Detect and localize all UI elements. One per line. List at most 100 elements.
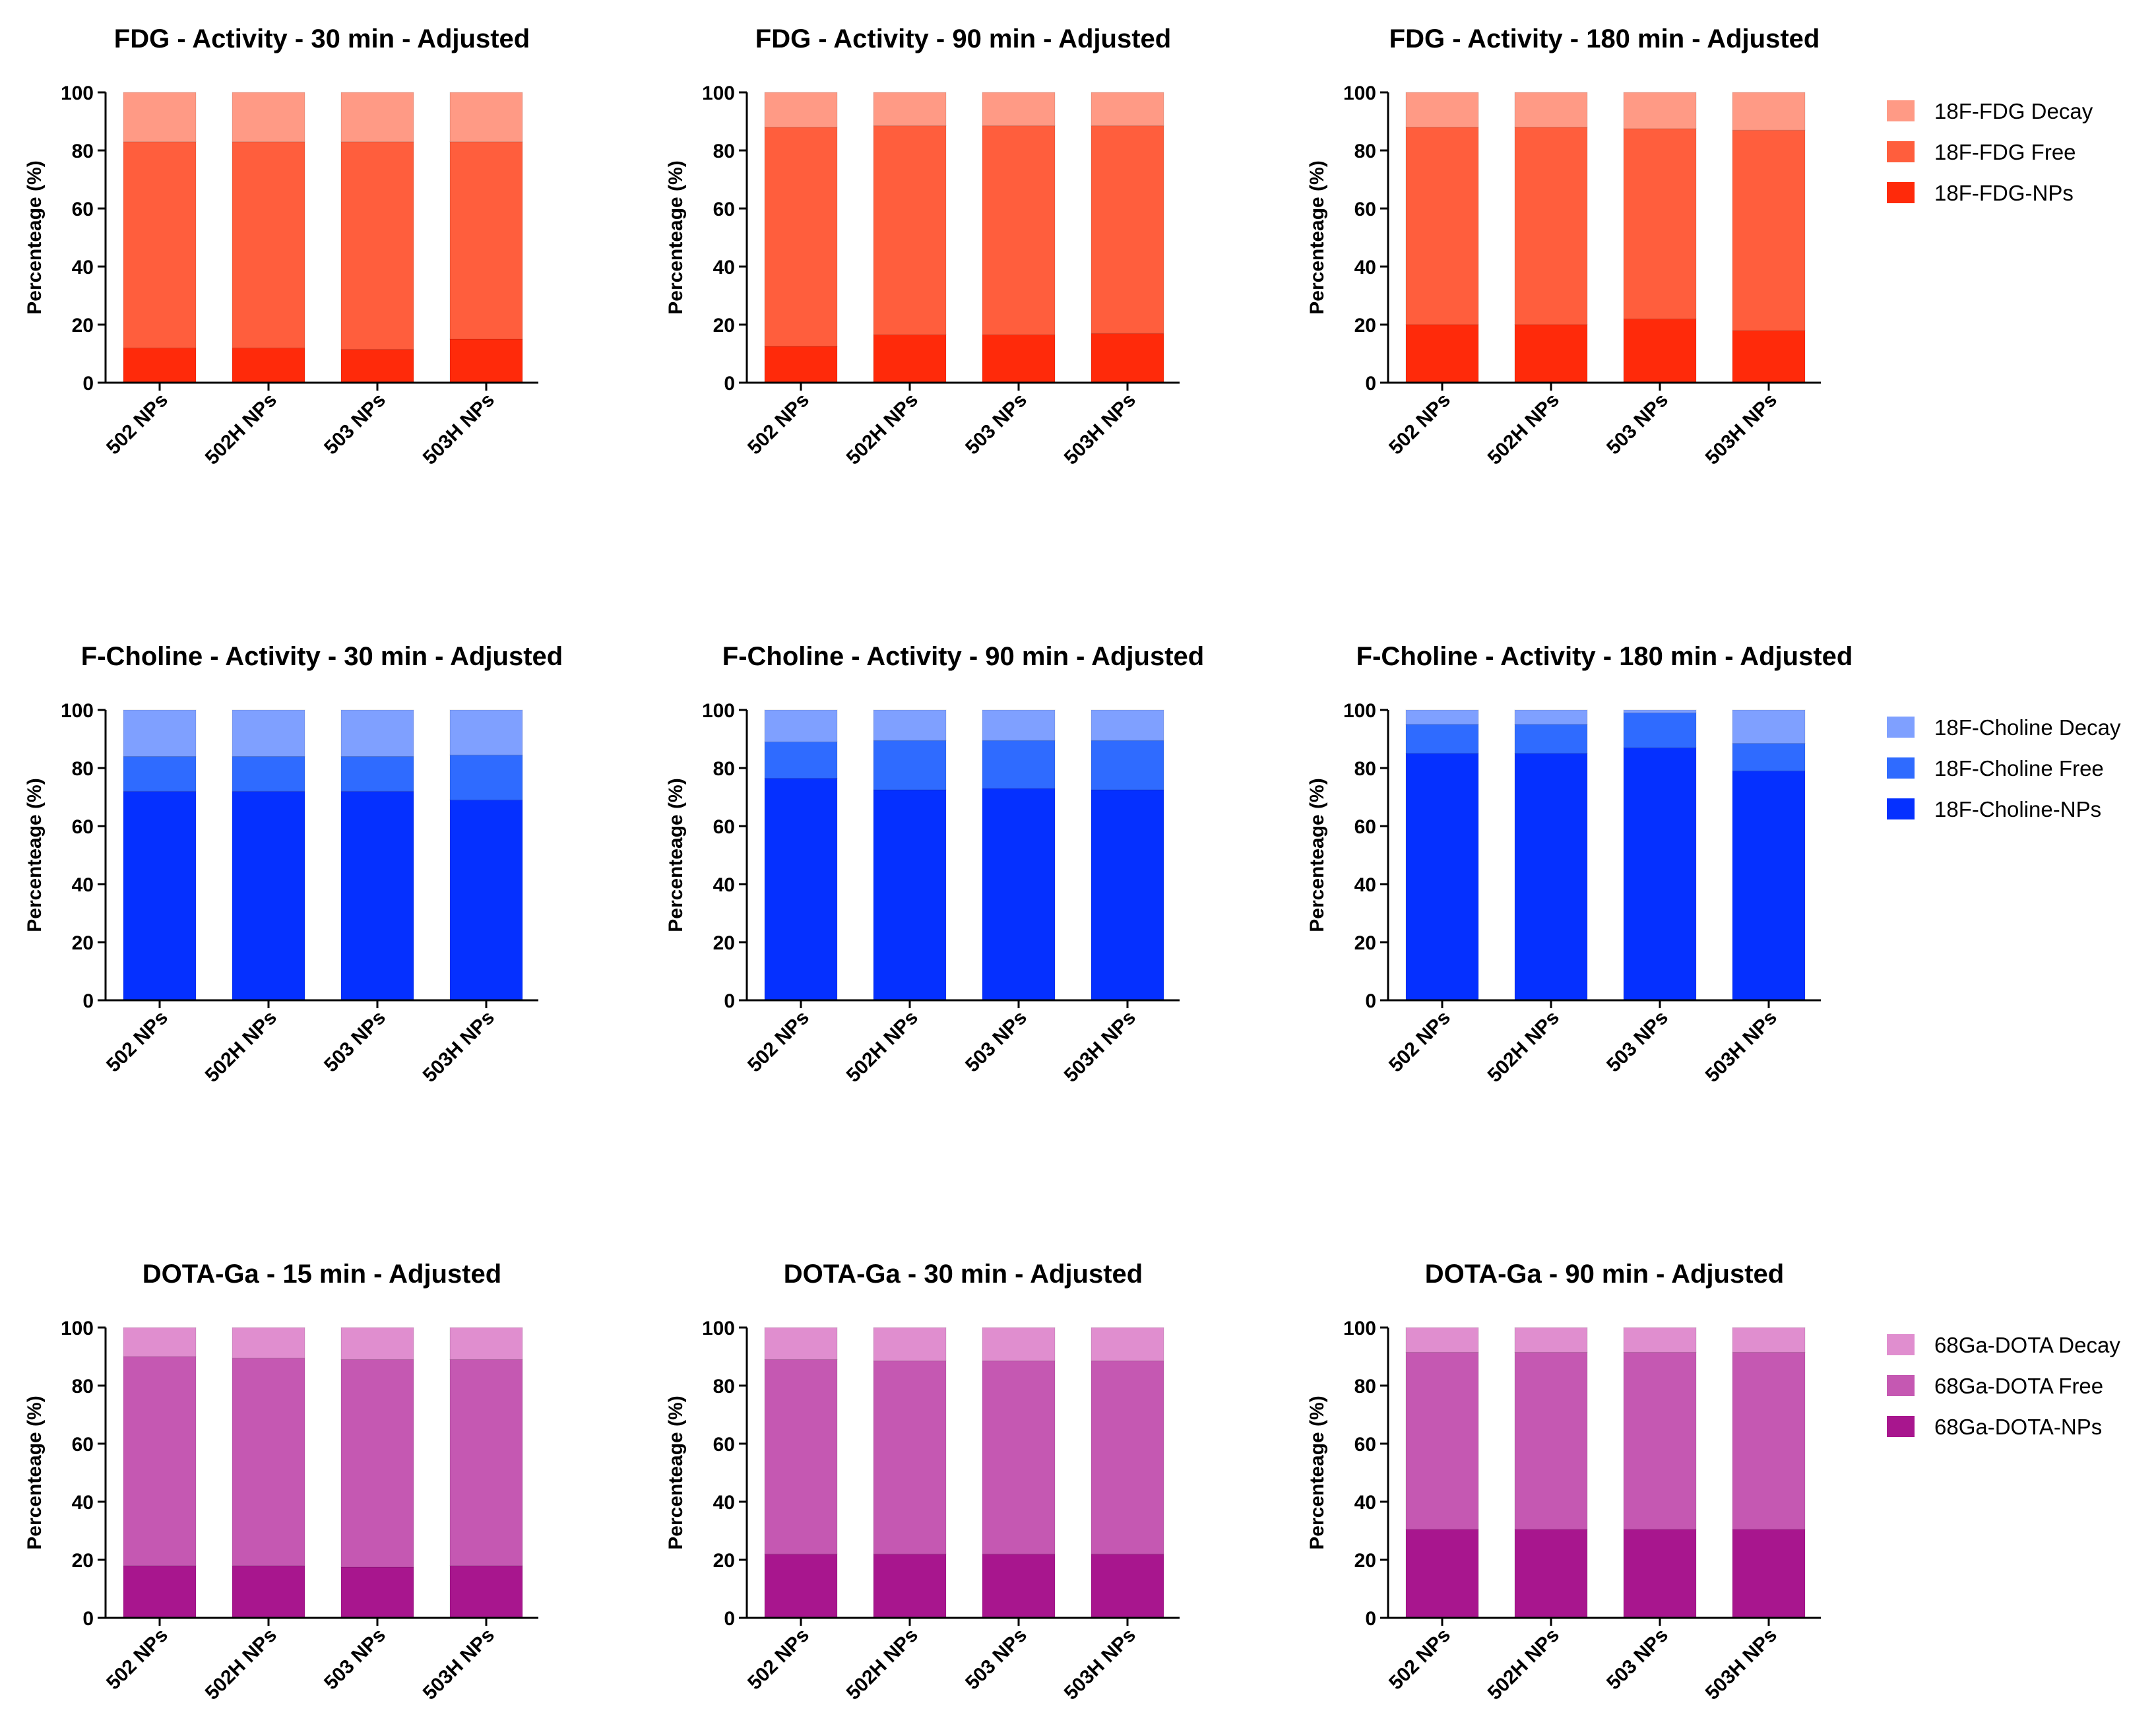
legend-label: 18F-FDG Free: [1934, 140, 2076, 164]
bar-segment-68ga-dota-nps: [123, 1565, 197, 1619]
bar-segment-18f-choline-decay: [340, 709, 414, 757]
bar-segment-68ga-dota-nps: [1405, 1529, 1479, 1619]
legend-label: 18F-Choline Decay: [1934, 715, 2121, 740]
bar-segment-18f-choline-nps: [1091, 789, 1164, 1001]
y-tick-label: 40: [713, 874, 735, 896]
panel-choline-90: F-Choline - Activity - 90 min - Adjusted…: [665, 642, 1204, 1087]
y-tick-label: 100: [61, 82, 94, 104]
bar-segment-18f-fdg-nps: [232, 347, 305, 383]
y-tick-label: 20: [713, 315, 735, 337]
bar-segment-18f-choline-free: [340, 755, 414, 792]
bar-segment-68ga-dota-free: [1732, 1351, 1806, 1530]
bar-segment-18f-fdg-nps: [123, 347, 197, 383]
bar-segment-18f-choline-decay: [1514, 709, 1588, 725]
bar-segment-18f-fdg-nps: [340, 348, 414, 383]
bar-segment-18f-fdg-decay: [449, 92, 523, 143]
y-tick-label: 80: [1354, 758, 1376, 780]
y-tick-label: 80: [72, 758, 94, 780]
bar-segment-68ga-dota-decay: [1623, 1327, 1697, 1353]
bar-segment-68ga-dota-free: [1514, 1351, 1588, 1530]
legend-swatch: [1887, 717, 1915, 738]
y-tick-label: 20: [713, 932, 735, 954]
y-tick-label: 100: [1343, 82, 1376, 104]
bar-segment-68ga-dota-free: [123, 1356, 197, 1566]
legend-dota: 68Ga-DOTA Decay 68Ga-DOTA Free 68Ga-DOTA-N…: [1887, 1333, 2120, 1439]
y-tick-label: 60: [1354, 1434, 1376, 1456]
bar-segment-18f-fdg-decay: [1732, 92, 1806, 131]
y-tick-label: 0: [724, 990, 735, 1012]
x-tick-label: 502 NPs: [1385, 1624, 1455, 1694]
bar-segment-18f-choline-free: [873, 740, 947, 790]
bar-segment-18f-fdg-decay: [232, 92, 305, 143]
bar-segment-68ga-dota-decay: [449, 1327, 523, 1360]
bar-segment-18f-fdg-free: [764, 127, 838, 347]
bar-segment-18f-fdg-free: [123, 141, 197, 348]
chart-title: F-Choline - Activity - 90 min - Adjusted: [722, 642, 1204, 671]
legend-label: 18F-Choline-NPs: [1934, 797, 2101, 821]
bar-segment-68ga-dota-free: [1405, 1351, 1479, 1530]
bar-segment-68ga-dota-free: [1623, 1351, 1697, 1530]
bar-segment-68ga-dota-nps: [764, 1553, 838, 1619]
x-tick-label: 503H NPs: [1060, 389, 1140, 469]
y-tick-label: 40: [713, 257, 735, 278]
y-tick-label: 20: [72, 932, 94, 954]
panel-dota-15: DOTA-Ga - 15 min - Adjusted 502 NPs 502H N…: [24, 1260, 538, 1704]
y-tick-label: 0: [724, 373, 735, 395]
y-tick-label: 0: [82, 990, 94, 1012]
legend-choline: 18F-Choline Decay 18F-Choline Free 18F-Cho…: [1887, 715, 2121, 821]
x-tick-label: 503 NPs: [1602, 1007, 1672, 1077]
bar-segment-18f-fdg-free: [340, 141, 414, 350]
y-tick-label: 80: [72, 141, 94, 162]
legend-fdg: 18F-FDG Decay 18F-FDG Free 18F-FDG-NPs: [1887, 99, 2093, 205]
bar-segment-18f-fdg-decay: [982, 92, 1056, 127]
bar-segment-18f-fdg-nps: [1732, 330, 1806, 383]
y-axis-label: Percenteage (%): [24, 1395, 46, 1549]
bar-segment-18f-choline-nps: [764, 777, 838, 1001]
bar-segment-68ga-dota-decay: [764, 1327, 838, 1360]
bar-segment-18f-choline-nps: [982, 788, 1056, 1001]
bar-segment-18f-choline-nps: [1623, 747, 1697, 1001]
bar-segment-18f-choline-decay: [873, 709, 947, 741]
chart-title: F-Choline - Activity - 180 min - Adjuste…: [1356, 642, 1853, 671]
y-tick-label: 100: [1343, 1318, 1376, 1339]
bar-segment-18f-choline-decay: [123, 709, 197, 757]
x-tick-label: 503 NPs: [320, 389, 390, 459]
bar-segment-18f-fdg-nps: [1623, 318, 1697, 383]
y-axis-label: Percenteage (%): [665, 1395, 687, 1549]
y-tick-label: 100: [702, 1318, 735, 1339]
x-tick-label: 503 NPs: [961, 389, 1031, 459]
chart-title: DOTA-Ga - 15 min - Adjusted: [143, 1260, 501, 1289]
bar-segment-18f-choline-decay: [1732, 709, 1806, 744]
x-tick-label: 502H NPs: [201, 389, 281, 469]
panel-choline-30: F-Choline - Activity - 30 min - Adjusted…: [24, 642, 563, 1087]
y-tick-label: 40: [1354, 257, 1376, 278]
bar-segment-18f-choline-free: [449, 754, 523, 800]
x-tick-label: 502H NPs: [842, 389, 922, 469]
x-tick-label: 503 NPs: [320, 1007, 390, 1077]
y-tick-label: 60: [1354, 816, 1376, 838]
y-tick-label: 80: [72, 1376, 94, 1397]
bar-segment-18f-fdg-free: [982, 125, 1056, 335]
bar-segment-68ga-dota-decay: [873, 1327, 947, 1362]
legend-label: 68Ga-DOTA Free: [1934, 1374, 2103, 1398]
bar-segment-18f-fdg-nps: [873, 334, 947, 383]
chart-title: FDG - Activity - 180 min - Adjusted: [1389, 24, 1820, 53]
x-tick-label: 502H NPs: [842, 1624, 922, 1704]
bar-segment-18f-fdg-nps: [1091, 333, 1164, 383]
bar-segment-68ga-dota-nps: [982, 1553, 1056, 1619]
x-tick-label: 502H NPs: [842, 1007, 922, 1087]
x-tick-label: 502H NPs: [1484, 389, 1564, 469]
bar-segment-68ga-dota-nps: [873, 1553, 947, 1619]
y-tick-label: 20: [1354, 932, 1376, 954]
y-tick-label: 40: [72, 1492, 94, 1514]
x-tick-label: 503H NPs: [1701, 1007, 1781, 1087]
bar-segment-68ga-dota-decay: [232, 1327, 305, 1359]
y-tick-label: 60: [1354, 199, 1376, 220]
bar-segment-68ga-dota-decay: [1091, 1327, 1164, 1362]
bar-segment-18f-choline-decay: [1623, 709, 1697, 713]
panel-dota-30: DOTA-Ga - 30 min - Adjusted 502 NPs 502H N…: [665, 1260, 1180, 1704]
legend-label: 68Ga-DOTA-NPs: [1934, 1415, 2102, 1439]
legend-label: 18F-Choline Free: [1934, 756, 2104, 781]
x-tick-label: 502 NPs: [1385, 1007, 1455, 1077]
bar-segment-18f-choline-nps: [123, 790, 197, 1001]
